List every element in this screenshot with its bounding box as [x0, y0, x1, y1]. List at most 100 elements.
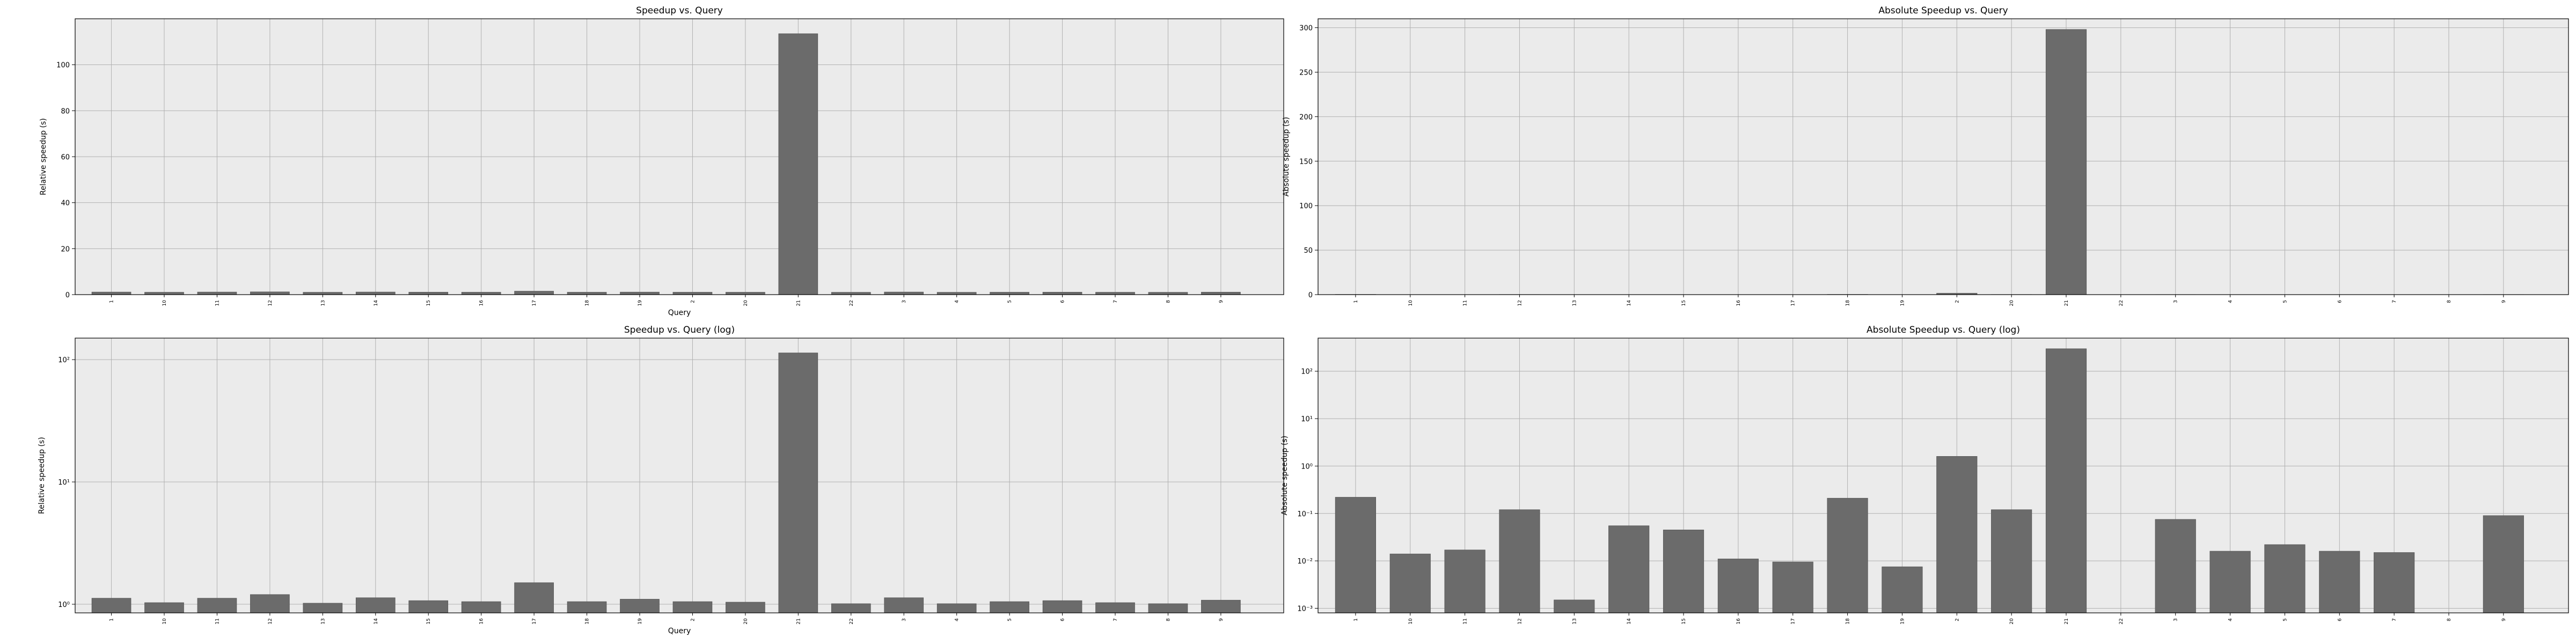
bar-2 [1936, 456, 1978, 613]
bar-9 [1201, 599, 1241, 613]
bar-4 [936, 292, 977, 295]
y-tick-label: 0 [1308, 291, 1313, 299]
x-tick-label: 11 [215, 300, 220, 306]
bar-21 [2045, 348, 2087, 613]
y-tick-label: 300 [1299, 25, 1313, 33]
x-tick-label: 6 [2337, 300, 2343, 303]
chart-panel-2: 0 50 100 150 200 250 300 1 10 11 12 13 14 15 16 17 18 19 2… [1282, 5, 2569, 306]
bar-11 [197, 598, 237, 613]
y-tick-label: 100 [56, 62, 70, 70]
x-tick-label: 12 [268, 300, 273, 306]
bar-14 [355, 597, 396, 613]
x-tick-label: 4 [2228, 300, 2234, 303]
x-tick-label: 18 [585, 300, 590, 306]
x-tick-label: 15 [426, 300, 431, 306]
bar-12 [1499, 509, 1540, 613]
x-tick-label: 1 [109, 618, 115, 621]
x-tick-label: 4 [955, 300, 960, 303]
x-tick-label: 18 [1846, 300, 1851, 306]
y-tick-label: 10⁻¹ [1297, 510, 1313, 518]
x-tick-label: 7 [1113, 300, 1118, 303]
y-tick-label: 10⁰ [1301, 463, 1313, 471]
x-tick-label: 22 [849, 618, 854, 624]
x-tick-label: 20 [743, 300, 749, 306]
y-tick-label: 10¹ [1301, 415, 1313, 423]
y-tick-label: 100 [1299, 202, 1313, 210]
axes-frame [75, 18, 1284, 295]
x-tick-label: 17 [532, 300, 537, 306]
x-tick-label: 11 [215, 618, 220, 624]
x-tick-label: 2 [1955, 300, 1960, 303]
x-tick-label: 16 [479, 618, 485, 625]
x-tick-label: 17 [532, 618, 537, 624]
bar-18 [1827, 497, 1868, 613]
x-tick-label: 20 [743, 618, 749, 625]
x-tick-label: 6 [2337, 618, 2343, 621]
bar-12 [250, 594, 290, 613]
x-tick-label: 16 [1736, 618, 1741, 625]
axes-frame [75, 338, 1284, 613]
bar-15 [408, 600, 449, 613]
bar-3 [2155, 519, 2196, 613]
x-tick-label: 20 [2009, 618, 2015, 625]
bar-3 [884, 291, 924, 295]
bar-2 [672, 292, 713, 295]
x-tick-label: 19 [638, 618, 643, 625]
y-axis-label: Absolute speedup (s) [1282, 117, 1291, 196]
bar-20 [1991, 509, 2032, 613]
x-tick-label: 7 [1113, 618, 1118, 621]
x-tick-label: 12 [1517, 618, 1523, 624]
bar-5 [990, 601, 1029, 613]
x-tick-label: 3 [2174, 300, 2179, 303]
x-tick-label: 13 [1572, 618, 1577, 624]
chart-panel-3: 10⁰ 10¹ 10² 1 10 11 12 13 14 15 16 17 18 19 2 20 21 22 3 4 5… [38, 325, 1284, 635]
x-tick-label: 1 [1353, 300, 1359, 303]
bar-14 [355, 291, 396, 295]
y-axis-label: Absolute speedup (s) [1280, 436, 1289, 515]
x-tick-label: 3 [902, 618, 907, 621]
x-tick-label: 2 [1955, 618, 1960, 621]
x-tick-label: 5 [1007, 300, 1013, 303]
x-tick-label: 15 [1681, 300, 1687, 306]
x-tick-label: 1 [109, 300, 115, 303]
bar-17 [1772, 561, 1813, 613]
y-tick-label: 10² [1301, 368, 1313, 376]
plot-area [75, 338, 1284, 613]
x-tick-label: 8 [2447, 300, 2452, 303]
bar-15 [408, 292, 449, 295]
x-tick-label: 1 [1353, 618, 1359, 621]
x-tick-label: 15 [426, 618, 431, 624]
bar-20 [726, 292, 765, 295]
y-tick-label: 20 [61, 245, 70, 253]
x-tick-label: 13 [1572, 300, 1577, 306]
y-tick-label: 0 [65, 291, 70, 299]
x-axis-label: Query [668, 627, 691, 635]
x-tick-label: 6 [1060, 618, 1066, 621]
bar-11 [1444, 550, 1485, 613]
bar-6 [1042, 292, 1082, 295]
x-tick-label: 8 [1166, 300, 1171, 303]
bar-21 [778, 33, 818, 295]
y-tick-label: 10¹ [58, 479, 70, 487]
bar-19 [620, 599, 660, 613]
bar-4 [2209, 551, 2251, 613]
x-tick-label: 17 [1791, 618, 1796, 624]
x-tick-label: 2 [690, 618, 696, 621]
y-tick-label: 10⁰ [58, 601, 70, 609]
bar-18 [567, 292, 607, 295]
x-tick-label: 18 [1846, 618, 1851, 625]
x-tick-label: 12 [268, 618, 273, 624]
bar-9 [2483, 515, 2524, 613]
bar-3 [884, 597, 924, 613]
x-tick-label: 6 [1060, 300, 1066, 303]
bar-8 [1148, 603, 1188, 613]
bar-16 [461, 292, 501, 295]
x-tick-label: 10 [1408, 618, 1414, 625]
x-tick-label: 7 [2392, 618, 2397, 621]
bar-2 [672, 601, 713, 613]
axes-frame [1318, 338, 2569, 613]
plot-area [1318, 19, 2568, 295]
x-tick-label: 16 [479, 300, 485, 306]
bar-6 [2319, 551, 2360, 613]
